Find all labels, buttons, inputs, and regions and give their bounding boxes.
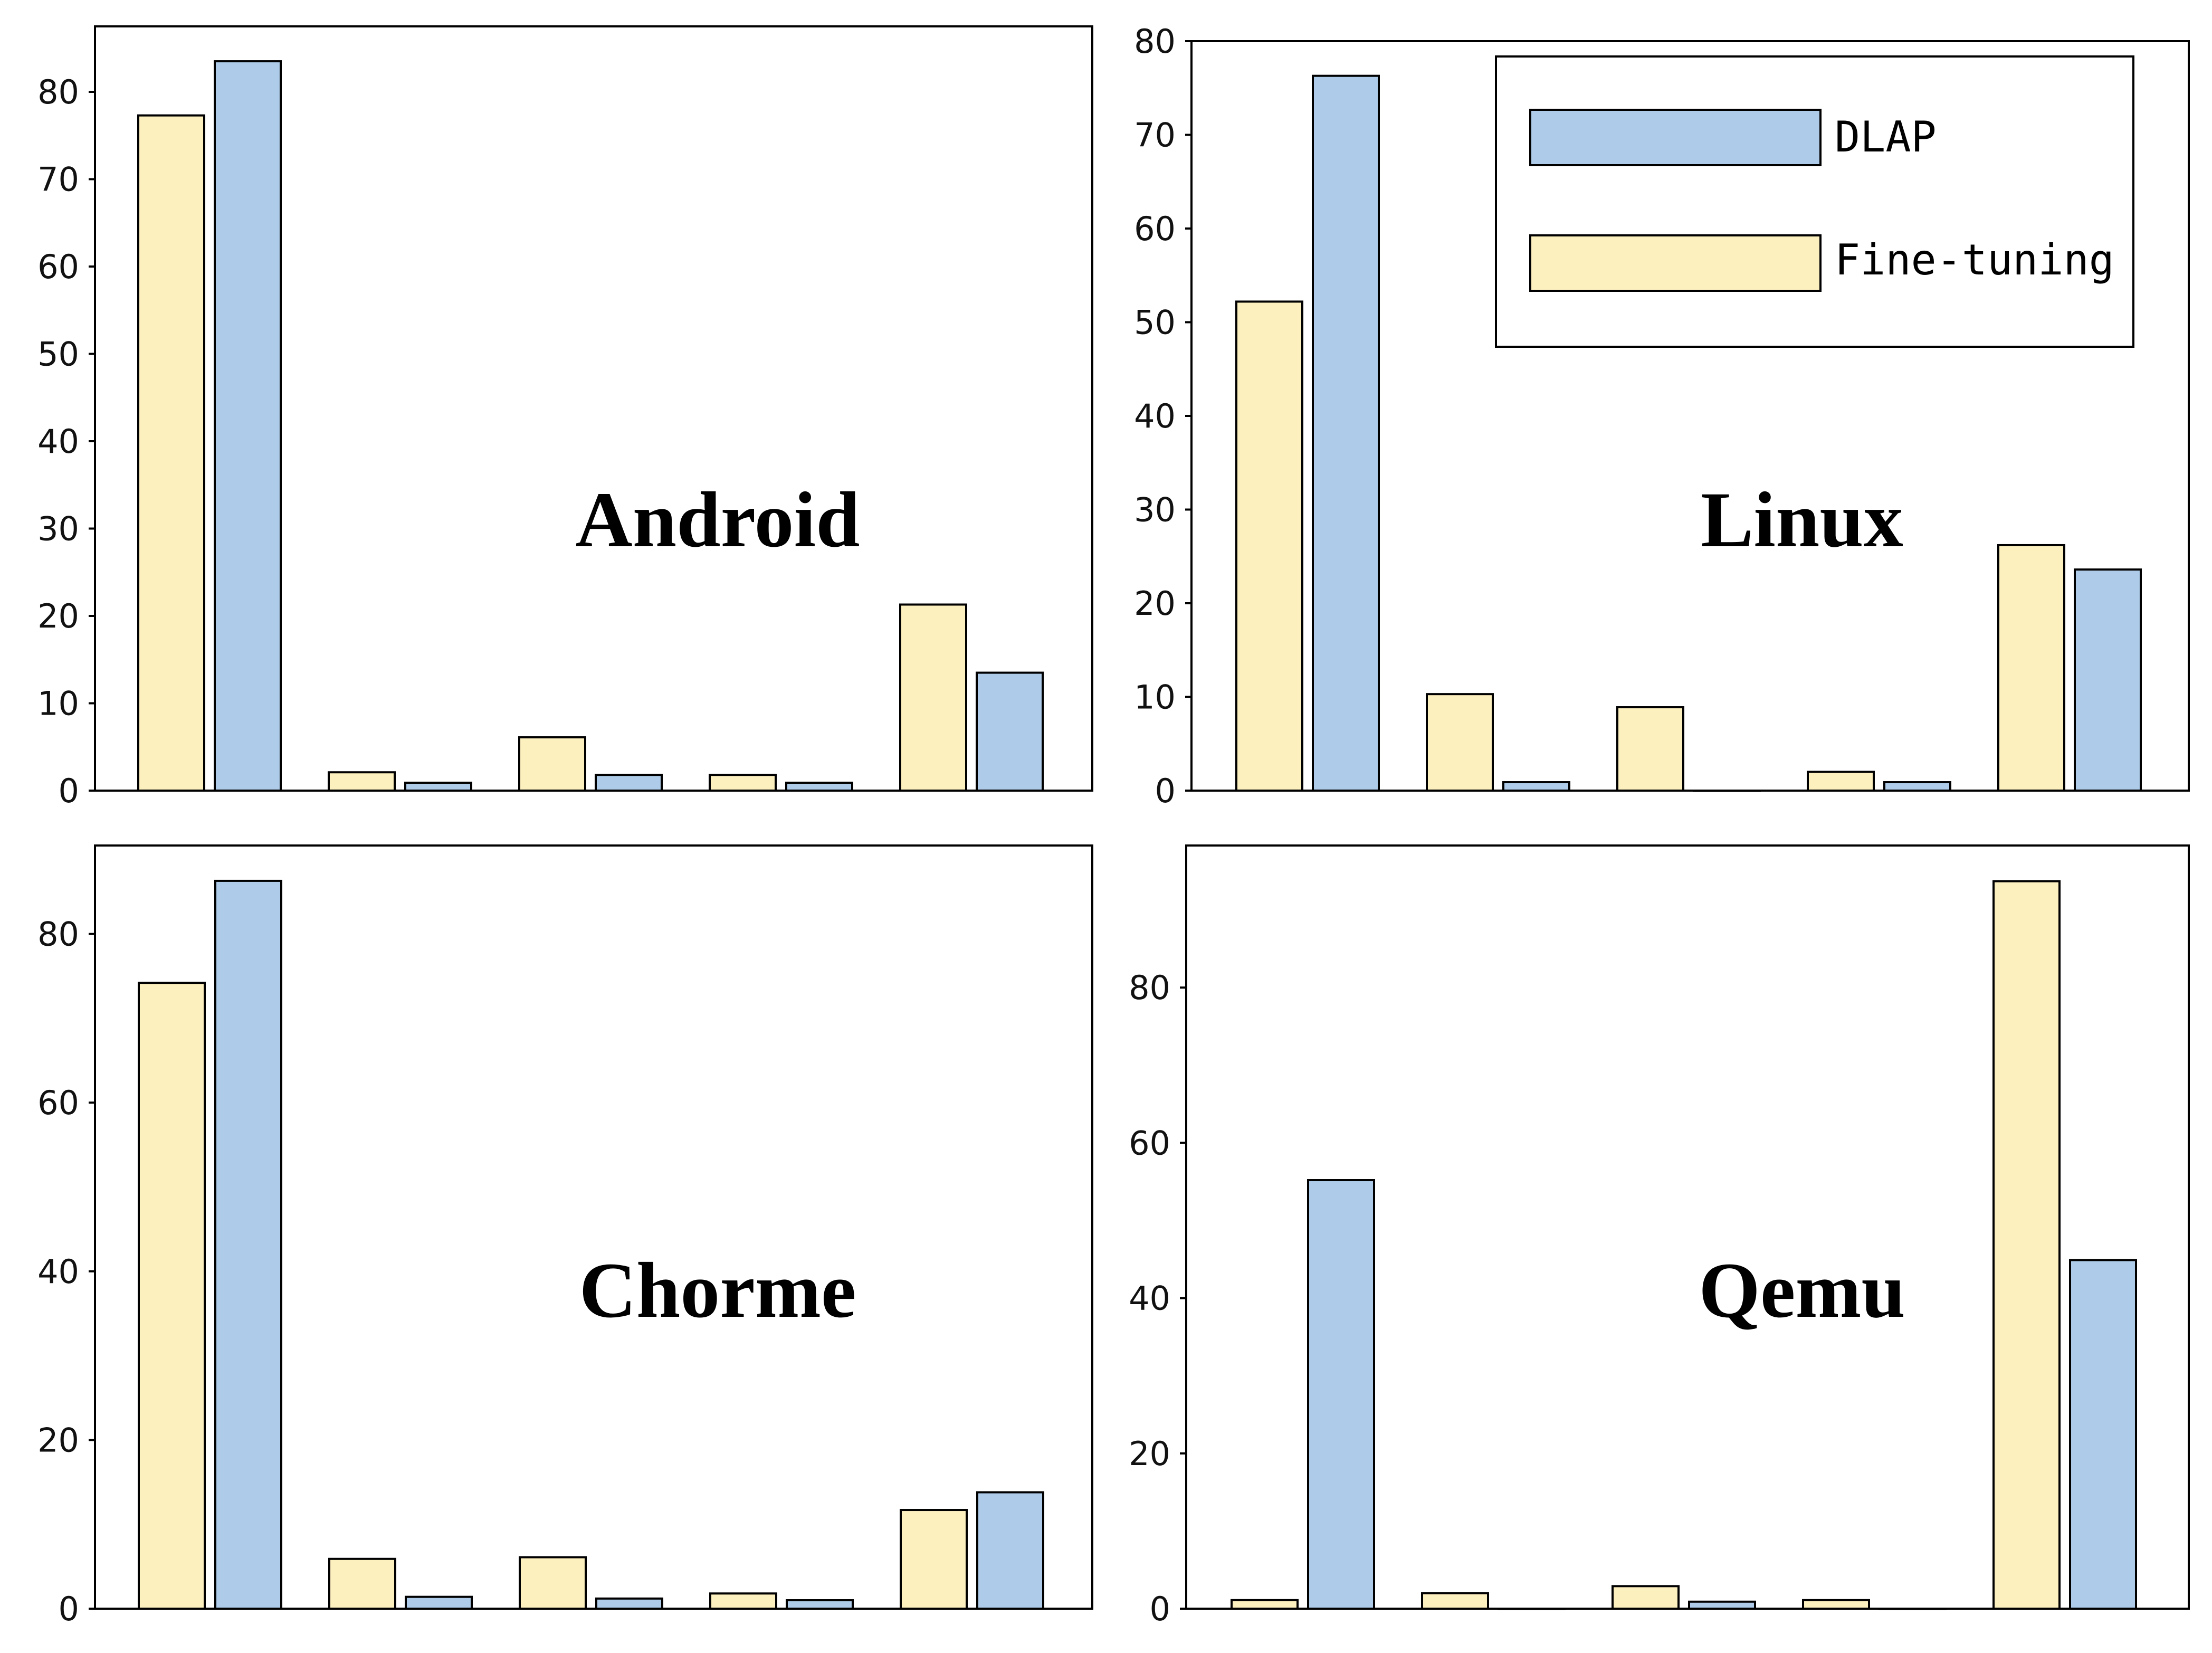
legend-label-dlap: DLAP	[1835, 112, 1937, 162]
y-tick-label-chorme: 0	[59, 1590, 79, 1628]
legend: DLAP Fine-tuning	[1495, 55, 2134, 348]
bar-qemu-fine-tuning-1	[1421, 1592, 1489, 1610]
plot-frame-qemu	[1185, 844, 2190, 1610]
legend-frame	[1495, 55, 2134, 348]
bar-linux-fine-tuning-3	[1807, 771, 1875, 792]
y-tick-label-chorme: 20	[37, 1421, 79, 1459]
y-tick-label-linux: 40	[1134, 397, 1176, 435]
bar-android-dlap-3	[785, 782, 853, 792]
bar-android-dlap-1	[404, 782, 472, 792]
bar-qemu-fine-tuning-0	[1231, 1599, 1299, 1610]
bars-linux	[1235, 74, 2142, 792]
panel-label-qemu: Qemu	[1699, 1247, 1905, 1334]
y-tick-label-linux: 30	[1134, 491, 1176, 529]
y-tick-label-android: 60	[37, 248, 79, 286]
panel-android: 0 10 20 30 40 50 60 70 80 Android	[37, 25, 1093, 810]
y-tick-label-android: 30	[37, 510, 79, 548]
y-ticks-android: 0 10 20 30 40 50 60 70 80	[37, 73, 95, 810]
bar-android-fine-tuning-4	[899, 603, 967, 792]
y-tick-label-qemu: 20	[1129, 1434, 1170, 1473]
bar-linux-fine-tuning-1	[1426, 693, 1494, 792]
y-tick-label-linux: 70	[1134, 116, 1176, 155]
y-tick-label-linux: 20	[1134, 584, 1176, 623]
bar-linux-dlap-4	[2074, 568, 2142, 792]
bar-android-dlap-4	[976, 671, 1044, 792]
bar-chorme-dlap-4	[976, 1491, 1044, 1610]
y-tick-label-linux: 50	[1134, 303, 1176, 342]
y-ticks-qemu: 0 20 40 60 80	[1129, 968, 1186, 1628]
bar-chorme-dlap-1	[405, 1595, 473, 1610]
bar-android-dlap-0	[214, 60, 282, 792]
y-ticks-linux: 0 10 20 30 40 50 60 70 80	[1134, 22, 1191, 810]
legend-label-fine-tuning: Fine-tuning	[1835, 235, 2114, 284]
y-tick-label-android: 10	[37, 685, 79, 723]
y-tick-label-linux: 0	[1155, 772, 1176, 810]
bar-chorme-dlap-2	[595, 1597, 663, 1610]
panel-chorme: 0 20 40 60 80 Chorme	[37, 844, 1093, 1628]
bar-linux-fine-tuning-0	[1235, 300, 1303, 792]
bar-android-fine-tuning-1	[328, 771, 396, 792]
bar-qemu-dlap-0	[1307, 1179, 1375, 1610]
bar-qemu-fine-tuning-3	[1802, 1599, 1870, 1610]
y-tick-label-qemu: 0	[1150, 1590, 1170, 1628]
y-tick-label-chorme: 60	[37, 1084, 79, 1122]
bars-android	[137, 60, 1044, 792]
bar-android-fine-tuning-2	[518, 736, 586, 792]
bar-linux-fine-tuning-4	[1997, 544, 2065, 792]
bar-linux-dlap-1	[1502, 781, 1570, 792]
y-tick-label-qemu: 80	[1129, 968, 1170, 1007]
y-ticks-chorme: 0 20 40 60 80	[37, 915, 95, 1628]
bar-chorme-fine-tuning-3	[709, 1592, 777, 1610]
y-tick-label-chorme: 40	[37, 1252, 79, 1291]
bar-linux-dlap-0	[1312, 74, 1380, 792]
legend-swatch-dlap	[1529, 109, 1822, 166]
bar-android-dlap-2	[595, 774, 663, 792]
bar-qemu-dlap-4	[2069, 1259, 2137, 1610]
bars-chorme	[138, 879, 1044, 1610]
y-tick-label-linux: 80	[1134, 22, 1176, 61]
bar-android-fine-tuning-3	[709, 774, 777, 792]
y-tick-label-android: 20	[37, 597, 79, 635]
y-tick-label-android: 40	[37, 422, 79, 461]
y-tick-label-qemu: 40	[1129, 1279, 1170, 1318]
bars-qemu	[1231, 880, 2137, 1610]
plot-frame-chorme	[94, 844, 1093, 1610]
y-tick-label-android: 80	[37, 73, 79, 111]
bar-linux-fine-tuning-2	[1616, 706, 1684, 792]
bar-chorme-dlap-0	[214, 879, 282, 1610]
bar-chorme-fine-tuning-4	[900, 1509, 968, 1610]
bar-chorme-fine-tuning-1	[328, 1557, 396, 1610]
legend-swatch-fine-tuning	[1529, 234, 1822, 292]
panel-qemu: 0 20 40 60 80 Qemu	[1129, 844, 2190, 1628]
bar-chorme-fine-tuning-0	[138, 982, 206, 1610]
plot-frame-android	[94, 25, 1093, 792]
panel-label-android: Android	[575, 476, 860, 564]
y-tick-label-android: 0	[59, 772, 79, 810]
bar-android-fine-tuning-0	[137, 114, 205, 792]
y-tick-label-chorme: 80	[37, 915, 79, 954]
bar-chorme-fine-tuning-2	[519, 1556, 587, 1610]
y-tick-label-linux: 10	[1134, 678, 1176, 717]
y-tick-label-android: 50	[37, 335, 79, 374]
panel-label-linux: Linux	[1701, 476, 1903, 564]
y-tick-label-linux: 60	[1134, 210, 1176, 248]
bar-chorme-dlap-3	[786, 1599, 854, 1610]
plot-frame-linux	[1190, 40, 2190, 792]
y-tick-label-qemu: 60	[1129, 1124, 1170, 1162]
bar-linux-dlap-3	[1883, 781, 1951, 792]
y-tick-label-android: 70	[37, 160, 79, 199]
bar-qemu-fine-tuning-4	[1992, 880, 2061, 1610]
bar-qemu-fine-tuning-2	[1612, 1585, 1680, 1610]
panel-label-chorme: Chorme	[579, 1247, 856, 1334]
panel-linux: 0 10 20 30 40 50 60 70 80 Linux DLAP Fine-tuning	[1134, 22, 2190, 810]
